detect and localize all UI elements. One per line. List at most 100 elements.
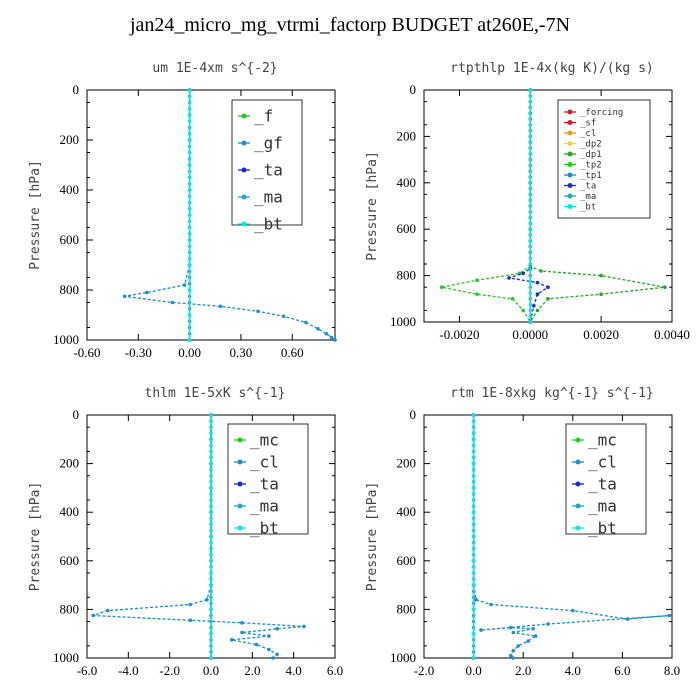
x-tick-label: -2.0 bbox=[414, 663, 435, 678]
data-point-bt bbox=[472, 486, 476, 490]
legend-box bbox=[557, 99, 651, 219]
data-point-bt bbox=[471, 656, 476, 660]
data-point-gf bbox=[571, 608, 575, 613]
data-point-bt bbox=[209, 437, 213, 441]
data-point-bt bbox=[472, 480, 476, 484]
plot-frame bbox=[423, 414, 673, 659]
data-point-tp2 bbox=[510, 297, 515, 301]
data-point-bt bbox=[528, 94, 532, 98]
x-tick-label: 6.0 bbox=[614, 663, 630, 678]
data-point-bt bbox=[188, 119, 192, 123]
y-axis-label: Pressure [hPa] bbox=[365, 482, 380, 592]
y-tick-label: 0 bbox=[410, 82, 417, 97]
data-point-bt bbox=[528, 297, 532, 301]
data-point-bt bbox=[528, 256, 532, 260]
data-point-gf bbox=[170, 300, 175, 305]
data-point-tp2 bbox=[475, 292, 479, 297]
data-point-bt bbox=[472, 431, 476, 435]
data-point-bt bbox=[209, 468, 213, 472]
data-point-gf bbox=[479, 628, 483, 632]
data-point-bt bbox=[528, 140, 532, 144]
data-point-dp1 bbox=[663, 285, 667, 290]
data-point-bt bbox=[209, 455, 213, 460]
data-point-gf bbox=[509, 653, 513, 658]
data-point-bt bbox=[472, 462, 476, 466]
data-point-gf bbox=[229, 638, 234, 642]
y-tick-label: 1000 bbox=[53, 332, 79, 347]
legend-key-marker bbox=[575, 481, 581, 487]
data-point-bt bbox=[209, 631, 213, 636]
data-point-gf bbox=[324, 332, 329, 336]
data-point-gf bbox=[205, 597, 209, 602]
data-point-gf bbox=[122, 294, 127, 299]
data-point-gf bbox=[271, 656, 275, 660]
data-point-bt bbox=[528, 134, 532, 138]
legend-key-marker bbox=[241, 167, 247, 173]
data-point-bt bbox=[472, 492, 476, 496]
data-point-ta bbox=[546, 285, 550, 290]
data-point-bt bbox=[188, 150, 192, 155]
y-tick-label: 800 bbox=[397, 268, 417, 283]
data-point-ta bbox=[535, 280, 540, 285]
data-point-bt bbox=[209, 425, 213, 429]
data-point-bt bbox=[528, 250, 532, 254]
data-point-bt bbox=[472, 443, 476, 447]
data-point-bt bbox=[188, 175, 192, 180]
data-point-bt bbox=[209, 462, 213, 466]
legend-entry-label: _dp2 bbox=[580, 140, 602, 150]
legend-box bbox=[231, 99, 303, 226]
data-point-bt bbox=[528, 88, 532, 92]
data-point-bt bbox=[528, 285, 532, 289]
data-point-bt bbox=[528, 210, 532, 214]
data-point-gf bbox=[182, 283, 187, 287]
panel-title: rtpthlp 1E-4x(kg K)/(kg s) bbox=[450, 61, 654, 76]
data-point-bt bbox=[471, 607, 476, 612]
data-point-bt bbox=[528, 308, 532, 312]
data-point-dp1 bbox=[539, 269, 543, 273]
legend-key-marker bbox=[237, 437, 243, 443]
x-tick-label: 4.0 bbox=[286, 663, 302, 678]
y-tick-label: 200 bbox=[60, 132, 80, 147]
data-point-bt bbox=[472, 528, 476, 533]
legend-entry-label: _ma bbox=[580, 192, 596, 202]
data-point-bt bbox=[188, 144, 192, 148]
data-point-bt bbox=[209, 486, 213, 490]
data-point-dp1 bbox=[546, 297, 550, 301]
legend-entry-label: _f bbox=[254, 107, 273, 126]
legend-key-marker bbox=[567, 162, 573, 167]
data-point-bt bbox=[188, 225, 192, 230]
data-point-tp2 bbox=[439, 285, 444, 290]
x-tick-label: -0.30 bbox=[125, 345, 152, 360]
data-point-bt bbox=[188, 263, 192, 267]
x-tick-label: 0.0 bbox=[203, 663, 219, 678]
y-tick-label: 800 bbox=[397, 601, 417, 616]
x-tick-label: 2.0 bbox=[515, 663, 531, 678]
data-point-bt bbox=[188, 250, 192, 255]
y-tick-label: 1000 bbox=[390, 650, 416, 665]
data-point-bt bbox=[528, 152, 532, 156]
y-tick-label: 400 bbox=[397, 504, 417, 519]
legend-entry-label: _bt bbox=[588, 519, 617, 538]
legend-key-marker bbox=[567, 109, 573, 115]
data-point-bt bbox=[188, 132, 192, 136]
data-point-bt bbox=[209, 413, 213, 417]
data-point-bt bbox=[188, 207, 192, 211]
panel-title: rtm 1E-8xkg kg^{-1} s^{-1} bbox=[450, 386, 654, 401]
data-point-bt bbox=[188, 238, 192, 242]
data-point-bt bbox=[209, 528, 213, 533]
legend-key-marker bbox=[567, 151, 573, 157]
data-point-bt bbox=[472, 504, 476, 508]
data-point-bt bbox=[472, 559, 476, 563]
data-point-gf bbox=[667, 613, 672, 618]
data-point-bt bbox=[528, 198, 532, 202]
legend-entry-label: _ma bbox=[250, 497, 279, 516]
data-point-bt bbox=[528, 129, 532, 133]
data-point-ta bbox=[521, 271, 525, 276]
data-point-bt bbox=[528, 146, 532, 150]
x-tick-label: -0.0020 bbox=[439, 327, 479, 342]
data-point-gf bbox=[511, 648, 516, 653]
data-point-bt bbox=[472, 583, 476, 587]
data-point-ta bbox=[535, 292, 540, 297]
data-point-bt bbox=[528, 262, 532, 266]
